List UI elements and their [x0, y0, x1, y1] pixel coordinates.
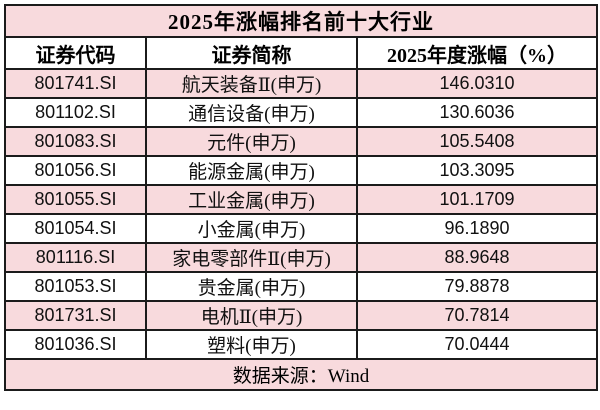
table-row: 801102.SI 通信设备(申万) 130.6036: [4, 97, 599, 128]
column-header-security-code: 证券代码: [4, 36, 147, 70]
security-name-cell: 小金属(申万): [145, 213, 358, 244]
table-row: 801731.SI 电机Ⅱ(申万) 70.7814: [4, 300, 599, 331]
yearly-change-cell: 105.5408: [355, 126, 599, 157]
security-code-cell: 801083.SI: [4, 126, 147, 157]
security-code-cell: 801054.SI: [4, 213, 147, 244]
security-name-cell: 家电零部件Ⅱ(申万): [145, 242, 358, 273]
table-row: 801053.SI 贵金属(申万) 79.8878: [4, 271, 599, 302]
table-body: 801741.SI 航天装备Ⅱ(申万) 146.0310 801102.SI 通…: [4, 68, 599, 360]
yearly-change-cell: 146.0310: [355, 68, 599, 99]
yearly-change-cell: 101.1709: [355, 184, 599, 215]
column-header-security-name: 证券简称: [145, 36, 358, 70]
security-code-cell: 801116.SI: [4, 242, 147, 273]
security-code-cell: 801731.SI: [4, 300, 147, 331]
table-footer-row: 数据来源：Wind: [3, 358, 599, 391]
security-name-cell: 工业金属(申万): [145, 184, 358, 215]
table-row: 801036.SI 塑料(申万) 70.0444: [4, 329, 599, 360]
security-name-cell: 元件(申万): [145, 126, 358, 157]
security-name-cell: 通信设备(申万): [145, 97, 358, 128]
table-row: 801055.SI 工业金属(申万) 101.1709: [4, 184, 599, 215]
yearly-change-cell: 79.8878: [355, 271, 599, 302]
table-title-row: 2025年涨幅排名前十大行业: [3, 4, 599, 38]
top-gainers-table: 2025年涨幅排名前十大行业 证券代码 证券简称 2025年度涨幅（%） 801…: [3, 4, 599, 391]
yearly-change-cell: 70.0444: [355, 329, 599, 360]
security-code-cell: 801053.SI: [4, 271, 147, 302]
security-code-cell: 801055.SI: [4, 184, 147, 215]
table-row: 801083.SI 元件(申万) 105.5408: [4, 126, 599, 157]
security-name-cell: 电机Ⅱ(申万): [145, 300, 358, 331]
yearly-change-cell: 103.3095: [355, 155, 599, 186]
yearly-change-cell: 88.9648: [355, 242, 599, 273]
table-row: 801056.SI 能源金属(申万) 103.3095: [4, 155, 599, 186]
security-name-cell: 塑料(申万): [145, 329, 358, 360]
security-code-cell: 801102.SI: [4, 97, 147, 128]
column-header-yearly-change: 2025年度涨幅（%）: [355, 36, 599, 70]
table-row: 801741.SI 航天装备Ⅱ(申万) 146.0310: [4, 68, 599, 99]
table-row: 801054.SI 小金属(申万) 96.1890: [4, 213, 599, 244]
security-code-cell: 801741.SI: [4, 68, 147, 99]
table-header-row: 证券代码 证券简称 2025年度涨幅（%）: [4, 36, 599, 70]
table-title: 2025年涨幅排名前十大行业: [3, 4, 599, 38]
yearly-change-cell: 96.1890: [355, 213, 599, 244]
security-name-cell: 能源金属(申万): [145, 155, 358, 186]
security-name-cell: 航天装备Ⅱ(申万): [145, 68, 358, 99]
security-name-cell: 贵金属(申万): [145, 271, 358, 302]
yearly-change-cell: 70.7814: [355, 300, 599, 331]
security-code-cell: 801036.SI: [4, 329, 147, 360]
data-source-note: 数据来源：Wind: [3, 358, 599, 391]
table-row: 801116.SI 家电零部件Ⅱ(申万) 88.9648: [4, 242, 599, 273]
yearly-change-cell: 130.6036: [355, 97, 599, 128]
security-code-cell: 801056.SI: [4, 155, 147, 186]
